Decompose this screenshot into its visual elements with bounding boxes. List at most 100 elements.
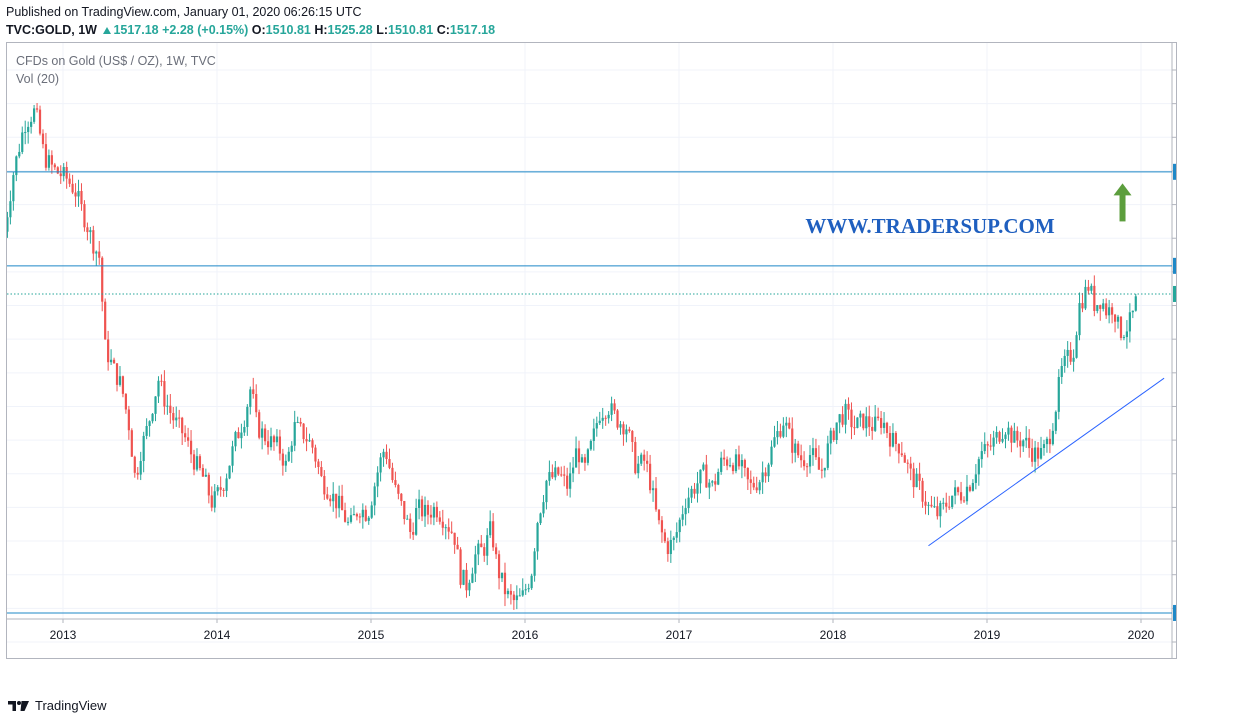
candle-body: [1122, 337, 1126, 339]
last-price-value: 1517.18: [113, 23, 159, 37]
candle-body: [625, 429, 628, 435]
candle-body: [571, 467, 575, 474]
candle-body: [109, 359, 113, 363]
candle-body: [293, 422, 296, 446]
candle-body: [853, 427, 856, 429]
candle-body: [400, 493, 403, 501]
candle-body: [240, 432, 243, 439]
candle-body: [1025, 437, 1028, 441]
last-price-tag: [1173, 285, 1176, 302]
candle-body: [370, 505, 373, 518]
footer-brand-text: TradingView: [35, 698, 107, 713]
candle-body: [323, 475, 326, 495]
candle-body: [415, 508, 418, 535]
candle-body: [340, 495, 344, 511]
candle-body: [773, 437, 776, 447]
candle-body: [326, 494, 329, 499]
candle-body: [1069, 349, 1072, 362]
candle-body: [891, 432, 895, 447]
candle-body: [589, 440, 592, 450]
candle-body: [601, 417, 604, 421]
candle-body: [195, 456, 199, 470]
candle-body: [962, 500, 966, 502]
candle-body: [802, 460, 806, 467]
candle-body: [980, 451, 983, 460]
price-chart[interactable]: 1000.001050.001100.001150.001200.001250.…: [7, 43, 1176, 658]
candle-body: [592, 428, 595, 441]
candle-body: [86, 227, 89, 233]
candle-body: [311, 440, 314, 448]
candle-body: [1016, 430, 1019, 441]
candle-body: [299, 421, 302, 424]
candle-body: [1134, 296, 1137, 311]
candle-body: [1116, 316, 1120, 322]
candle-body: [1039, 447, 1043, 459]
candle-body: [725, 459, 729, 466]
candle-body: [877, 416, 880, 419]
candle-body: [367, 517, 370, 521]
candle-body: [160, 380, 163, 382]
candle-body: [1033, 447, 1037, 462]
candle-body: [447, 527, 450, 532]
candle-body: [284, 460, 287, 466]
candle-body: [278, 436, 282, 454]
candle-body: [453, 532, 456, 545]
candle-body: [435, 506, 438, 518]
candle-body: [249, 389, 252, 407]
candle-body: [838, 414, 841, 423]
candle-body: [201, 468, 205, 477]
candle-body: [1084, 286, 1087, 309]
candle-body: [302, 423, 305, 440]
candle-body: [21, 132, 24, 152]
candle-body: [269, 436, 273, 448]
candle-body: [764, 472, 767, 477]
candle-body: [305, 439, 308, 442]
candle-body: [942, 502, 945, 504]
candle-body: [811, 448, 815, 456]
candle-body: [882, 422, 886, 428]
candle-body: [332, 493, 335, 502]
candle-body: [329, 498, 332, 502]
candle-body: [335, 493, 338, 509]
candle-body: [574, 448, 578, 468]
candle-body: [124, 393, 128, 410]
candle-body: [343, 510, 347, 522]
candle-body: [237, 432, 240, 439]
x-tick-label: 2019: [974, 628, 1001, 642]
x-tick-label: 2020: [1128, 628, 1155, 642]
candle-body: [429, 514, 433, 518]
candle-body: [83, 204, 86, 228]
candle-body: [207, 474, 210, 496]
candle-body: [397, 484, 400, 494]
candle-body: [121, 376, 125, 394]
candle-body: [1004, 434, 1007, 439]
candle-body: [607, 414, 610, 419]
candle-body: [290, 445, 293, 452]
candle-body: [968, 486, 972, 491]
candle-body: [906, 462, 909, 464]
candle-body: [675, 532, 678, 538]
candle-body: [1119, 316, 1123, 338]
candle-body: [767, 464, 770, 477]
candle-body: [186, 437, 190, 441]
candle-body: [912, 468, 915, 488]
candle-body: [879, 418, 883, 428]
candle-body: [506, 590, 510, 595]
candle-body: [317, 461, 320, 468]
candle-body: [663, 532, 667, 542]
candle-body: [1045, 438, 1049, 445]
candle-body: [24, 132, 27, 134]
chart-pane[interactable]: 1000.001050.001100.001150.001200.001250.…: [6, 42, 1177, 659]
candle-body: [640, 454, 643, 464]
candle-body: [752, 482, 755, 488]
candle-body: [444, 527, 447, 529]
candle-body: [921, 480, 924, 502]
candle-body: [924, 501, 927, 506]
candle-body: [915, 473, 918, 488]
candle-body: [32, 108, 36, 122]
candle-body: [136, 472, 139, 475]
candle-body: [761, 472, 764, 483]
candle-body: [871, 426, 874, 431]
candle-body: [213, 491, 216, 508]
candle-body: [480, 543, 483, 548]
